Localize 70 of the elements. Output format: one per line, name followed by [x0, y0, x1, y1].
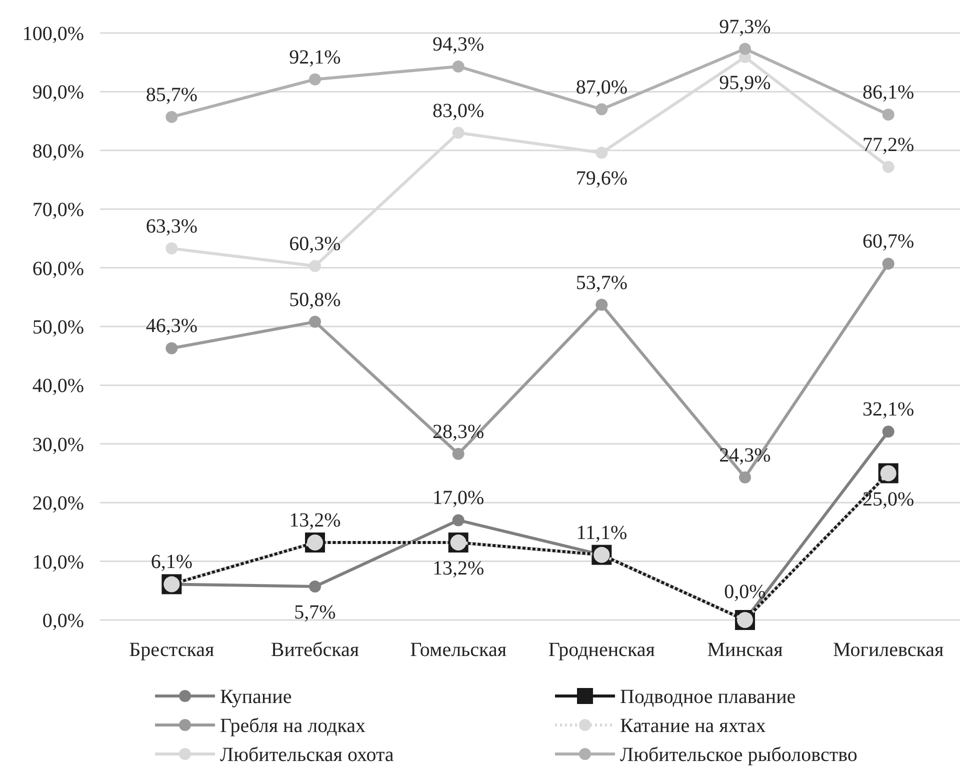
data-label: 92,1% [289, 46, 341, 68]
point [166, 342, 178, 354]
data-label: 77,2% [862, 134, 914, 156]
point [452, 60, 464, 72]
data-label: 24,3% [719, 444, 771, 466]
legend-label: Катание на яхтах [620, 715, 766, 737]
x-tick-label: Минская [707, 639, 783, 661]
data-label: 85,7% [146, 84, 198, 106]
point [309, 73, 321, 86]
point [882, 426, 894, 438]
data-label: 86,1% [862, 82, 914, 104]
point [452, 514, 464, 526]
y-tick-label: 10,0% [32, 551, 84, 574]
data-label: 97,3% [719, 16, 771, 38]
x-tick-label: Витебская [270, 639, 360, 661]
y-tick-label: 100,0% [22, 23, 84, 45]
data-label: 53,7% [576, 272, 628, 294]
y-tick-label: 60,0% [32, 258, 84, 280]
y-tick-label: 30,0% [32, 434, 84, 456]
y-tick-label: 80,0% [32, 140, 84, 162]
data-label: 0,0% [724, 581, 766, 603]
data-label: 79,6% [576, 168, 628, 190]
point [739, 471, 751, 484]
legend-label: Купание [220, 686, 292, 708]
point [882, 108, 894, 121]
point [166, 242, 178, 254]
y-tick-label: 40,0% [32, 375, 84, 398]
point [166, 110, 178, 123]
point [452, 126, 464, 139]
point [309, 580, 321, 593]
y-tick-label: 90,0% [32, 82, 84, 104]
data-label: 5,7% [294, 602, 336, 624]
data-label: 87,0% [576, 76, 628, 98]
point [739, 42, 751, 55]
point [596, 298, 608, 311]
legend-label: Любительская охота [220, 744, 394, 766]
y-tick-label: 50,0% [32, 316, 84, 338]
data-label: 95,9% [719, 72, 771, 94]
data-label: 6,1% [150, 551, 193, 574]
point [452, 448, 464, 460]
point [596, 103, 608, 116]
point [309, 316, 321, 328]
x-tick-label: Брестская [129, 639, 214, 661]
data-label: 83,0% [432, 100, 484, 122]
data-label: 63,3% [146, 215, 198, 238]
x-tick-label: Могилевская [832, 639, 944, 661]
data-label: 46,3% [146, 315, 198, 338]
point [882, 160, 894, 173]
data-label: 13,2% [432, 558, 484, 580]
y-tick-label: 0,0% [42, 610, 84, 632]
data-label: 17,0% [432, 487, 484, 510]
point [882, 258, 894, 270]
point [309, 260, 321, 272]
data-label: 25,0% [862, 488, 914, 510]
data-label: 94,3% [432, 33, 484, 56]
x-tick-label: Гродненская [548, 639, 655, 661]
point [596, 146, 608, 159]
data-label: 11,1% [576, 522, 628, 544]
x-tick-label: Гомельская [410, 639, 507, 661]
data-label: 50,8% [289, 288, 341, 311]
legend-label: Подводное плавание [620, 686, 796, 708]
y-tick-label: 20,0% [32, 492, 84, 515]
data-label: 32,1% [862, 398, 914, 421]
legend-label: Гребля на лодках [220, 715, 366, 737]
legend-label: Любительское рыболовство [620, 744, 858, 766]
y-tick-label: 70,0% [32, 199, 84, 222]
data-label: 60,7% [862, 230, 914, 253]
data-label: 60,3% [289, 233, 341, 256]
data-label: 28,3% [432, 420, 484, 443]
data-label: 13,2% [289, 510, 341, 532]
